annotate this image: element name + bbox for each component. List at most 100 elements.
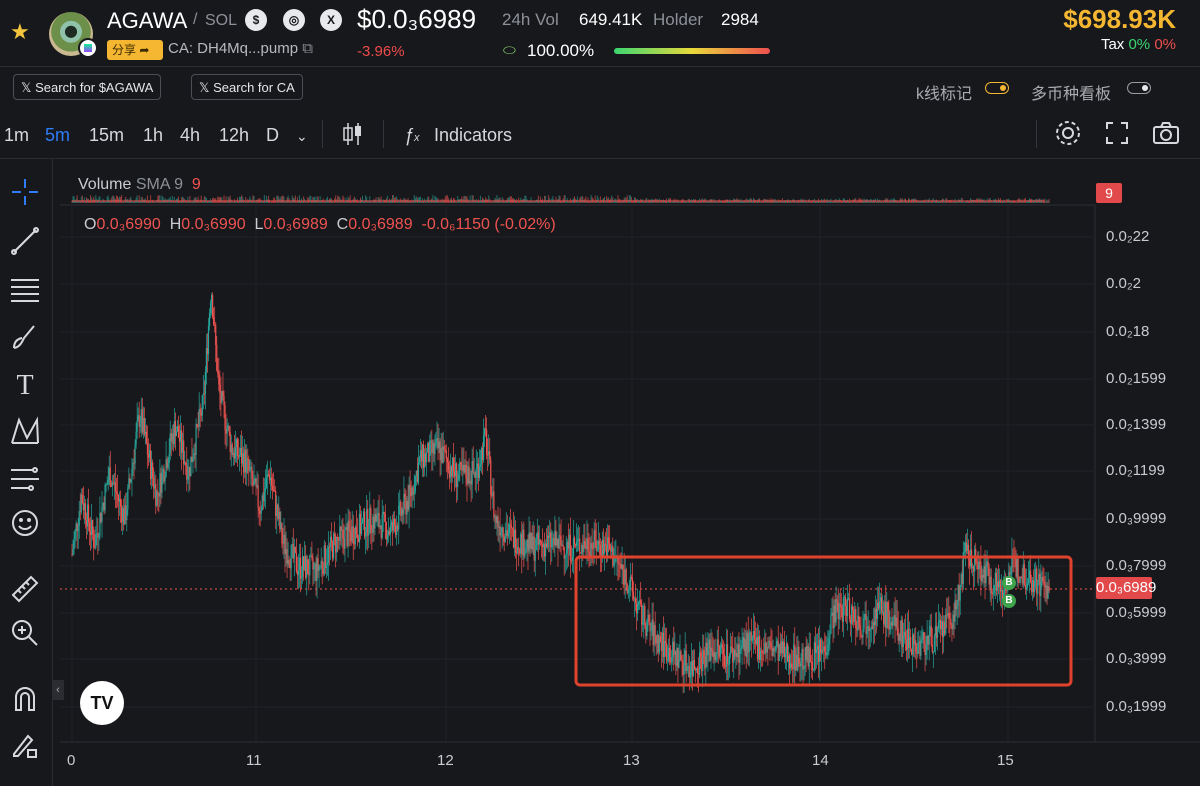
timeframe-d[interactable]: D [266, 125, 279, 145]
candle-body [608, 537, 610, 544]
volume-bar [604, 197, 606, 203]
candle-body [178, 437, 181, 442]
buy-marker[interactable]: B [1002, 594, 1016, 608]
buy-marker[interactable]: B [1002, 576, 1016, 590]
candle-body [895, 617, 897, 627]
candle-body [298, 557, 301, 571]
volume-bar [216, 201, 218, 203]
candle-body [522, 529, 524, 555]
candle-body [78, 511, 80, 527]
timeframe-12h[interactable]: 12h [219, 125, 250, 145]
volume-bar [528, 200, 530, 203]
forecast-tool-icon[interactable] [9, 464, 41, 496]
candle-body [833, 605, 835, 629]
candle-body [603, 543, 606, 554]
copy-icon[interactable]: ⧉ [302, 40, 313, 57]
volume-bar [179, 201, 181, 203]
x-logo-icon[interactable]: X [320, 9, 342, 31]
search-ca-button[interactable]: 𝕏 Search for CA [191, 74, 303, 100]
camera-icon[interactable] [1152, 121, 1180, 150]
candle-body [548, 535, 550, 538]
candle-body [181, 430, 183, 453]
candle-body [238, 455, 241, 457]
crosshair-icon[interactable] [9, 177, 41, 209]
volume-bar [289, 201, 291, 203]
favorite-star-icon[interactable]: ★ [10, 19, 30, 44]
multi-coin-board-toggle[interactable] [1127, 82, 1151, 94]
candle-body [805, 647, 807, 661]
candle-body [390, 522, 393, 526]
lock-drawing-icon[interactable] [9, 730, 41, 762]
volume-bar [182, 196, 184, 203]
token-header [0, 0, 1200, 67]
tradingview-logo[interactable]: TV [80, 681, 124, 725]
volume-bar [98, 197, 100, 203]
candle-body [543, 544, 546, 557]
candle-body [856, 628, 858, 631]
function-icon[interactable]: ƒx [404, 125, 420, 145]
timeframe-5m[interactable]: 5m [45, 125, 71, 145]
zoom-in-icon[interactable] [9, 618, 41, 650]
pattern-tool-icon[interactable] [9, 416, 41, 448]
trend-line-icon[interactable] [9, 226, 41, 258]
fullscreen-icon[interactable] [1105, 121, 1129, 150]
candle-body [646, 620, 648, 637]
candle-body [989, 576, 991, 585]
brush-icon[interactable] [9, 322, 41, 354]
candle-body [1045, 585, 1047, 588]
volume-bar [381, 201, 383, 203]
candle-body [283, 534, 285, 544]
price-change: -3.96% [357, 43, 405, 60]
candle-body [1002, 590, 1004, 600]
volume-bar [844, 200, 846, 203]
candle-body [897, 627, 899, 641]
candle-body [1021, 578, 1023, 584]
volume-bar [79, 200, 81, 203]
timeframe-dropdown-icon[interactable]: ⌄ [296, 128, 308, 144]
candle-body [361, 519, 364, 524]
search-symbol-button[interactable]: 𝕏 Search for $AGAWA [13, 74, 162, 100]
volume-bar [464, 195, 466, 203]
share-button[interactable]: 分享 ➦ [107, 40, 163, 60]
volume-bar [906, 201, 908, 203]
timeframe-1m[interactable]: 1m [4, 125, 30, 145]
volume-bar [1016, 201, 1018, 203]
candle-body [917, 642, 919, 654]
magnet-icon[interactable] [9, 684, 41, 716]
candle-body [263, 491, 265, 502]
candle-body [432, 442, 434, 453]
emoji-icon[interactable] [9, 508, 41, 540]
candle-body [411, 487, 413, 497]
horizontal-lines-icon[interactable] [9, 274, 41, 306]
timeframe-15m[interactable]: 15m [89, 125, 125, 145]
candle-body [670, 661, 672, 663]
candle-body [288, 559, 290, 565]
candle-body [906, 628, 909, 650]
globe-icon[interactable]: ◎ [283, 9, 305, 31]
volume-bar [649, 200, 651, 203]
kline-marker-toggle[interactable] [985, 82, 1009, 94]
candle-body [274, 490, 276, 492]
ruler-icon[interactable] [9, 574, 41, 606]
coin-icon[interactable]: $ [245, 9, 267, 31]
candle-body [416, 470, 418, 482]
volume-bar [112, 195, 114, 203]
candle-body [246, 458, 248, 473]
text-tool-icon[interactable]: T [16, 370, 34, 401]
candle-body [387, 531, 390, 535]
timeframe-4h[interactable]: 4h [180, 125, 201, 145]
timeframe-1h[interactable]: 1h [143, 125, 164, 145]
indicators-button[interactable]: Indicators [434, 125, 513, 145]
price-axis-label: 0.0₂22 [1106, 228, 1150, 245]
candle-body [1015, 558, 1017, 577]
candle-body [549, 532, 551, 538]
collapse-toolbar-icon[interactable]: ‹ [52, 680, 64, 700]
candlestick-type-icon[interactable] [342, 121, 364, 152]
volume-bar [964, 201, 966, 203]
volume-bar [140, 197, 142, 203]
volume-bar [580, 196, 582, 203]
settings-gear-icon[interactable] [1054, 119, 1082, 152]
candle-body [560, 536, 562, 546]
candle-body [463, 464, 465, 473]
